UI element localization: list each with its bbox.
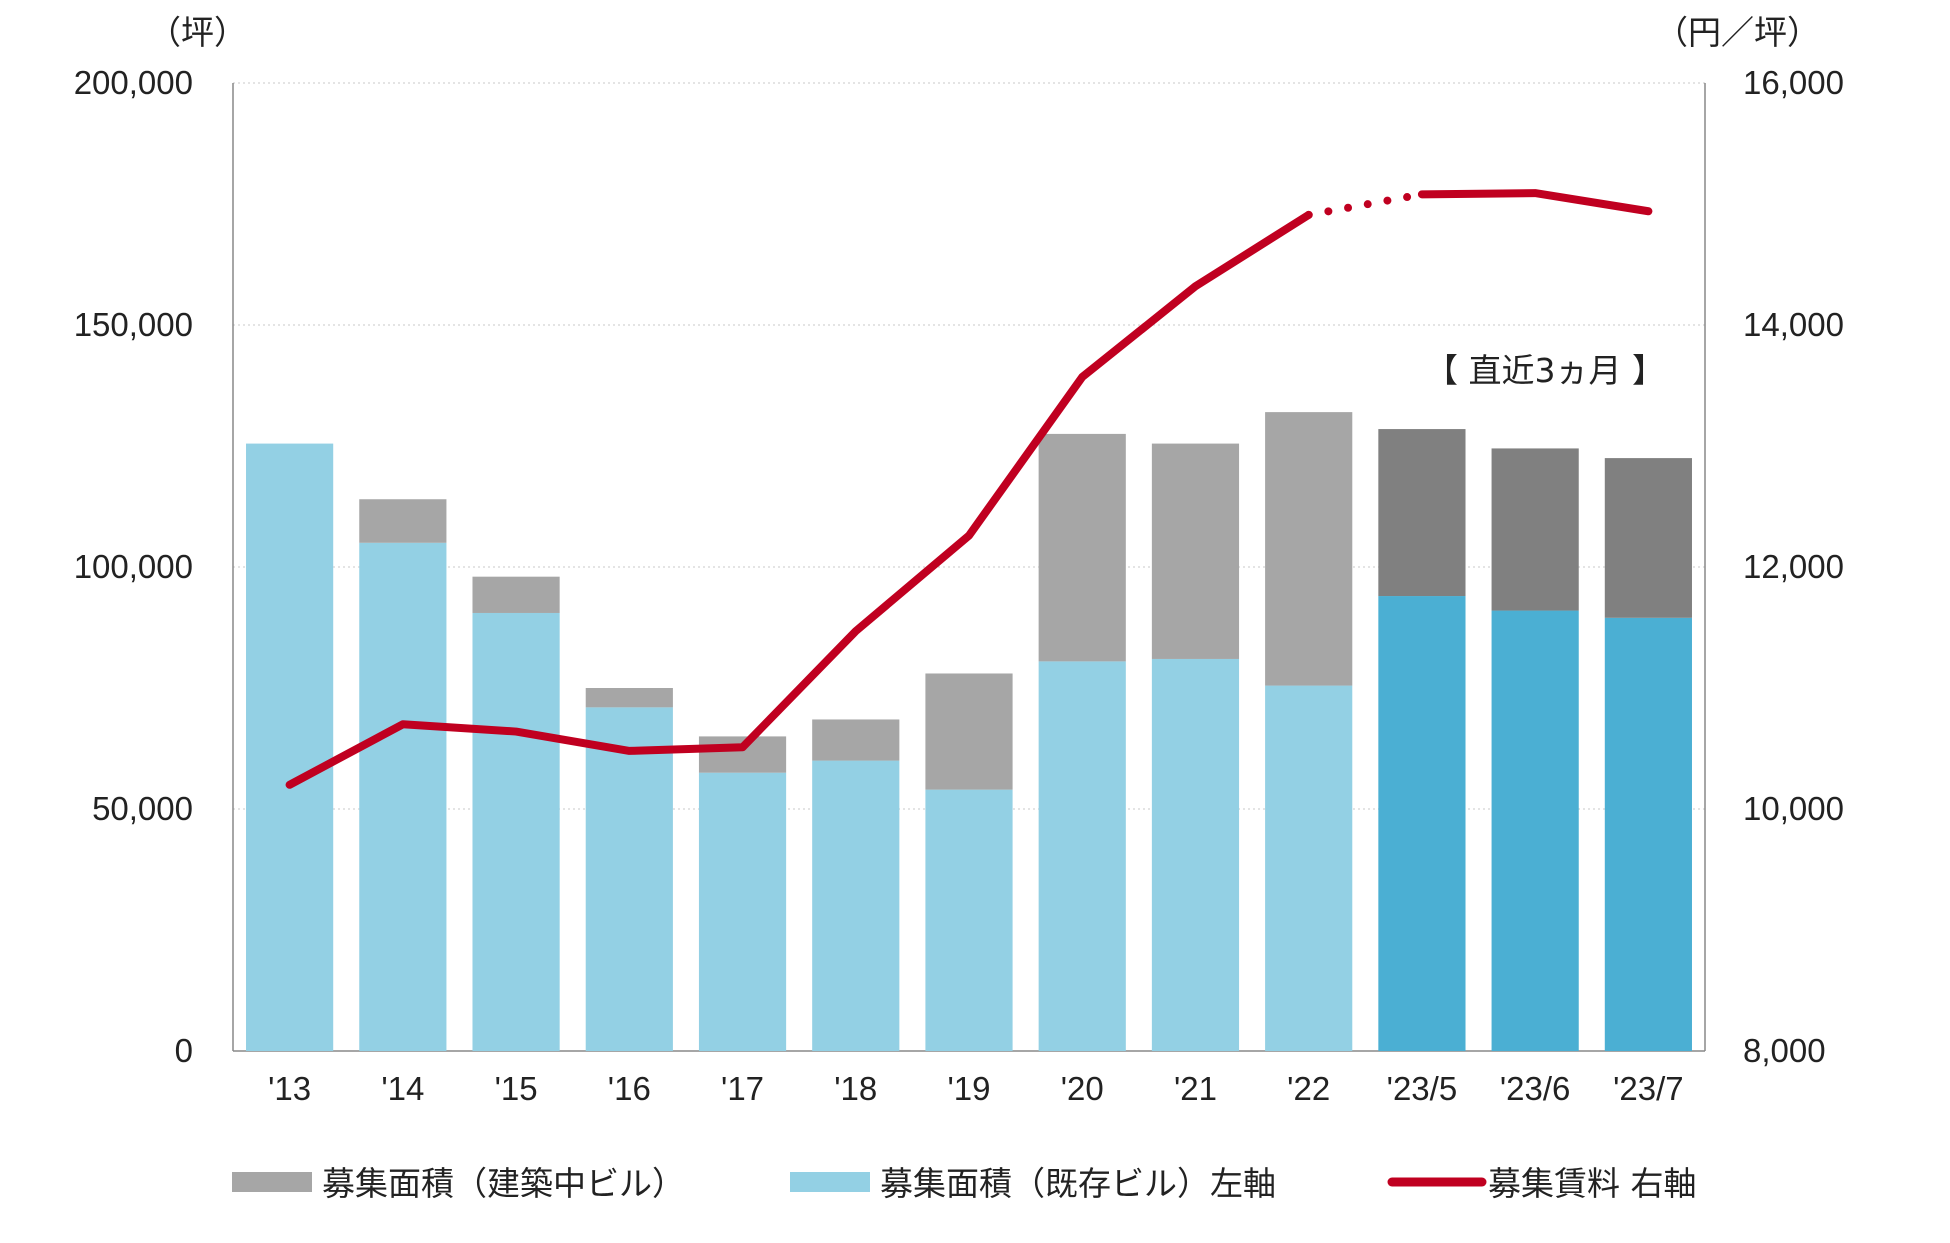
- bar-construction: [472, 576, 560, 613]
- left-axis-ticks: 0 50,000 100,000 150,000 200,000: [74, 64, 193, 1069]
- category-label: '23/7: [1613, 1070, 1684, 1107]
- bar-construction: [585, 688, 673, 708]
- bar-construction: [1151, 443, 1240, 659]
- legend: 募集面積（建築中ビル） 募集面積（既存ビル）左軸 募集賃料 右軸: [232, 1164, 1697, 1203]
- right-axis-tick-label: 12,000: [1743, 548, 1844, 585]
- bar-construction: [1604, 458, 1692, 618]
- bars: [246, 412, 1692, 1052]
- right-axis-tick-label: 16,000: [1743, 64, 1844, 101]
- category-label: '14: [381, 1070, 424, 1107]
- category-label: '19: [947, 1070, 990, 1107]
- recent-months-annotation: 【 直近3ヵ月 】: [1425, 351, 1665, 390]
- rent-line-solid-monthly: [1417, 189, 1653, 216]
- rent-line: [285, 189, 1653, 789]
- right-axis-tick-label: 10,000: [1743, 790, 1844, 827]
- category-label: '17: [721, 1070, 764, 1107]
- category-label: '21: [1174, 1070, 1217, 1107]
- category-labels: '13 '14 '15 '16 '17 '18 '19 '20 '21 '22 '23/5 '23/6…: [268, 1070, 1684, 1107]
- legend-label-existing: 募集面積（既存ビル）左軸: [880, 1164, 1276, 1203]
- bar-existing: [359, 542, 447, 1051]
- category-label: '18: [834, 1070, 877, 1107]
- legend-swatch-existing: [790, 1172, 870, 1192]
- rent-line-dotted-segment: [1304, 190, 1426, 219]
- legend-label-rent: 募集賃料 右軸: [1488, 1164, 1697, 1203]
- bar-existing: [1604, 617, 1692, 1051]
- bar-construction: [1265, 412, 1353, 686]
- category-label: '23/5: [1387, 1070, 1458, 1107]
- right-axis-tick-label: 8,000: [1743, 1032, 1826, 1069]
- bar-existing: [246, 443, 334, 1052]
- bar-existing: [698, 772, 787, 1051]
- left-axis-tick-label: 0: [175, 1032, 193, 1069]
- bar-existing: [925, 789, 1013, 1051]
- right-axis-tick-label: 14,000: [1743, 306, 1844, 343]
- category-label: '15: [495, 1070, 538, 1107]
- right-axis-ticks: 8,000 10,000 12,000 14,000 16,000: [1743, 64, 1844, 1069]
- bar-existing: [585, 707, 673, 1051]
- bar-existing: [1265, 685, 1353, 1051]
- bar-existing: [1491, 610, 1579, 1051]
- rent-line-solid-annual: [285, 210, 1313, 789]
- bar-construction: [1378, 429, 1466, 597]
- bar-existing: [472, 612, 560, 1051]
- category-label: '22: [1287, 1070, 1330, 1107]
- bar-existing: [1038, 661, 1126, 1051]
- category-label: '23/6: [1500, 1070, 1571, 1107]
- bar-existing: [812, 760, 900, 1051]
- legend-swatch-construction: [232, 1172, 312, 1192]
- bar-existing: [1151, 658, 1240, 1051]
- left-axis-tick-label: 200,000: [74, 64, 193, 101]
- bar-construction: [1491, 448, 1579, 611]
- bar-construction: [812, 719, 900, 761]
- category-label: '13: [268, 1070, 311, 1107]
- legend-label-construction: 募集面積（建築中ビル）: [322, 1164, 685, 1203]
- left-axis-tick-label: 150,000: [74, 306, 193, 343]
- category-label: '16: [608, 1070, 651, 1107]
- right-axis-unit-label: （円／坪）: [1655, 13, 1820, 52]
- left-axis-tick-label: 100,000: [74, 548, 193, 585]
- bar-construction: [1038, 433, 1126, 662]
- bar-existing: [1378, 596, 1466, 1051]
- left-axis-tick-label: 50,000: [92, 790, 193, 827]
- left-axis-unit-label: （坪）: [148, 13, 247, 52]
- bar-construction: [925, 673, 1013, 790]
- bar-construction: [359, 499, 447, 543]
- category-label: '20: [1061, 1070, 1104, 1107]
